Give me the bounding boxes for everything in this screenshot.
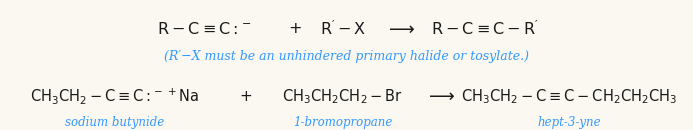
Text: (R′−X must be an unhindered primary halide or tosylate.): (R′−X must be an unhindered primary hali…	[164, 50, 529, 63]
Text: $\mathregular{CH_3CH_2-C{\equiv}C{:}^{-}\,{}^+Na}$: $\mathregular{CH_3CH_2-C{\equiv}C{:}^{-}…	[30, 86, 199, 106]
Text: $\mathregular{CH_3CH_2CH_2-Br}$: $\mathregular{CH_3CH_2CH_2-Br}$	[283, 87, 403, 106]
Text: $\longrightarrow$: $\longrightarrow$	[425, 87, 455, 105]
Text: $\mathregular{R'-X}$: $\mathregular{R'-X}$	[320, 19, 366, 38]
Text: 1-bromopropane: 1-bromopropane	[293, 116, 393, 129]
Text: $\longrightarrow$: $\longrightarrow$	[385, 20, 416, 38]
Text: $\mathregular{R-C{\equiv}C{:}^{-}}$: $\mathregular{R-C{\equiv}C{:}^{-}}$	[157, 21, 252, 37]
Text: $\mathregular{CH_3CH_2-C{\equiv}C-CH_2CH_2CH_3}$: $\mathregular{CH_3CH_2-C{\equiv}C-CH_2CH…	[462, 87, 678, 106]
Text: $+$: $+$	[240, 89, 252, 104]
Text: hept-3-yne: hept-3-yne	[538, 116, 602, 129]
Text: sodium butynide: sodium butynide	[64, 116, 164, 129]
Text: $\mathregular{R-C{\equiv}C-R'}$: $\mathregular{R-C{\equiv}C-R'}$	[431, 19, 539, 38]
Text: $+$: $+$	[288, 21, 301, 36]
